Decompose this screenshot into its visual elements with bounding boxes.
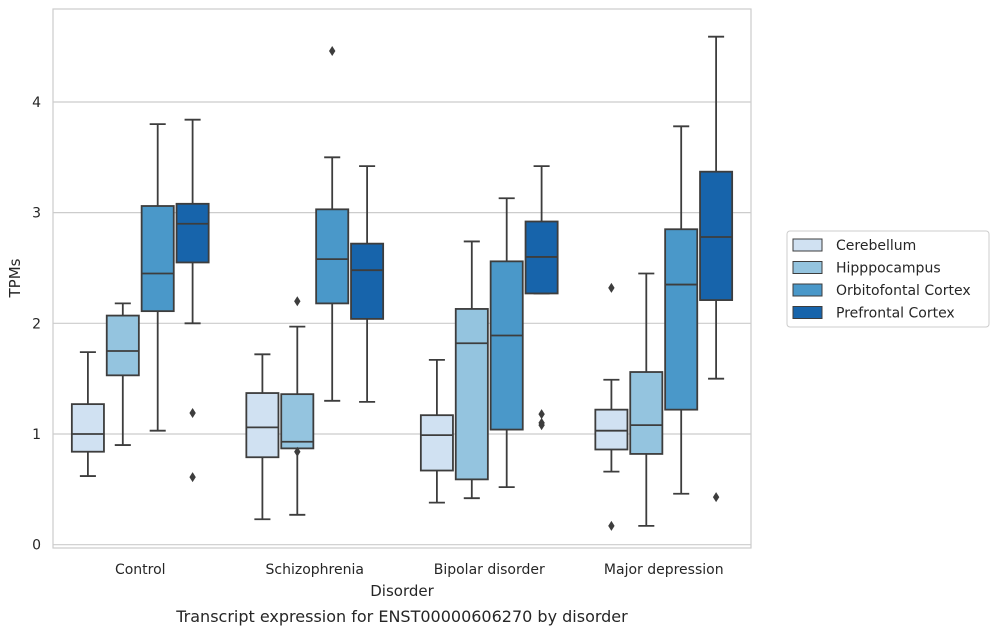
legend: Cerebellum Hipppocampus Orbitofontal Corte…: [786, 230, 990, 328]
y-tick-label: 0: [32, 538, 41, 554]
outlier-point: [712, 492, 720, 503]
box-iqr: [350, 242, 385, 320]
box-prefrontal-cortex: [699, 35, 734, 503]
box-prefrontal-cortex: [175, 118, 210, 483]
box-iqr: [629, 371, 664, 455]
legend-swatch: [792, 238, 823, 252]
outlier-point: [329, 46, 336, 57]
box-iqr: [175, 202, 210, 264]
chart-caption: Transcript expression for ENST0000060627…: [175, 607, 628, 626]
outlier-point: [189, 472, 196, 483]
box-hipppocampus: [454, 240, 489, 500]
box-iqr: [315, 208, 350, 305]
x-tick-label: Control: [115, 562, 166, 578]
box-iqr: [245, 392, 280, 459]
box-iqr: [489, 260, 524, 431]
box-orbitofontal-cortex: [140, 123, 175, 432]
box-hipppocampus: [629, 272, 664, 527]
legend-label: Orbitofontal Cortex: [836, 283, 971, 299]
legend-label: Cerebellum: [836, 238, 916, 254]
box-iqr: [280, 393, 315, 450]
y-tick-label: 1: [32, 427, 41, 443]
box-orbitofontal-cortex: [315, 46, 350, 402]
box-iqr: [454, 308, 489, 481]
box-iqr: [70, 403, 105, 453]
box-cerebellum: [70, 351, 105, 477]
box-hipppocampus: [280, 296, 315, 516]
x-axis-label: Disorder: [370, 582, 434, 600]
legend-swatch: [792, 283, 823, 297]
legend-swatch: [792, 261, 823, 274]
outlier-point: [608, 520, 615, 531]
legend-label: Prefrontal Cortex: [836, 306, 955, 322]
box-orbitofontal-cortex: [489, 197, 524, 489]
y-axis-label: TPMs: [6, 258, 24, 298]
outlier-point: [538, 420, 545, 431]
outlier-point: [608, 282, 615, 293]
box-iqr: [419, 414, 454, 472]
y-tick-label: 2: [32, 316, 41, 332]
box-cerebellum: [245, 353, 280, 521]
box-cerebellum: [419, 358, 454, 504]
box-iqr: [594, 408, 629, 451]
box-iqr: [699, 170, 734, 301]
box-iqr: [105, 314, 140, 377]
y-tick-label: 4: [32, 95, 41, 111]
box-prefrontal-cortex: [524, 165, 559, 431]
y-tick-label: 3: [32, 206, 41, 222]
legend-label: Hipppocampus: [836, 261, 941, 277]
outlier-point: [294, 296, 301, 307]
outlier-point: [189, 407, 196, 418]
box-cerebellum: [594, 282, 629, 531]
x-tick-label: Schizophrenia: [266, 562, 364, 578]
plot-border: [52, 8, 752, 549]
x-tick-label: Major depression: [604, 562, 724, 578]
legend-swatch: [792, 306, 823, 319]
x-tick-label: Bipolar disorder: [434, 562, 545, 578]
outlier-point: [294, 446, 301, 457]
box-iqr: [664, 228, 699, 411]
box-iqr: [140, 205, 175, 313]
box-orbitofontal-cortex: [664, 125, 699, 495]
legend-frame: [786, 230, 990, 328]
box-prefrontal-cortex: [350, 165, 385, 403]
outlier-point: [538, 409, 545, 420]
box-hipppocampus: [105, 302, 140, 446]
